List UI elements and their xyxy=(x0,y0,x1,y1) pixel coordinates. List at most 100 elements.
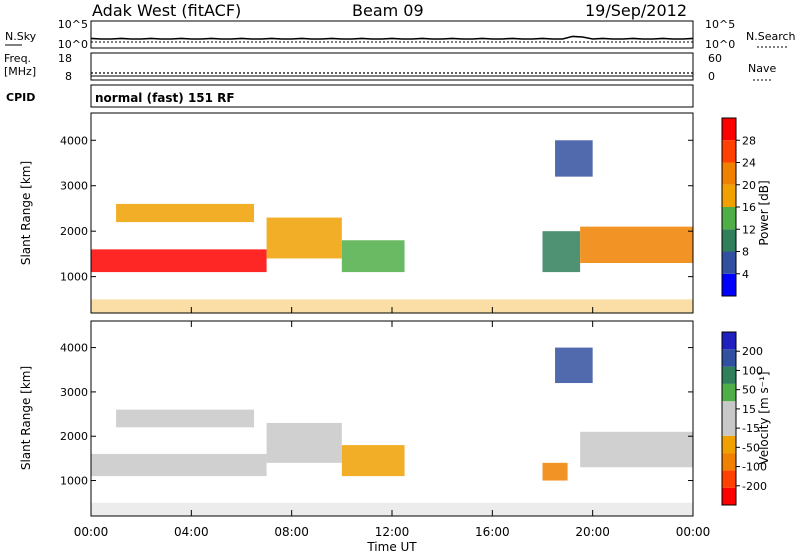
cpid-label: CPID xyxy=(6,91,35,104)
power-y-tick-label: 2000 xyxy=(60,225,88,238)
velocity-y-tick-label: 4000 xyxy=(60,342,88,355)
time-tick-label: 12:00 xyxy=(375,525,410,539)
velocity-y-axis: 1000 2000 3000 4000 xyxy=(60,342,693,488)
power-colorbar-swatch xyxy=(722,251,736,274)
velocity-echo-region xyxy=(116,409,255,428)
velocity-colorbar: -200 -100 -50 -15 15 50 100 200 xyxy=(721,331,767,506)
nave-tick-bottom: 0 xyxy=(708,70,715,83)
beam-title: Beam 09 xyxy=(352,1,424,20)
power-y-tick-label: 1000 xyxy=(60,271,88,284)
power-echo-region xyxy=(542,231,581,273)
velocity-y-tick-label: 2000 xyxy=(60,430,88,443)
power-colorbar-tick-label: 4 xyxy=(742,268,749,281)
freq-label-line2: [MHz] xyxy=(4,65,36,78)
velocity-echo-region xyxy=(555,347,593,384)
velocity-y-label: Slant Range [km] xyxy=(19,366,33,470)
power-echo-region xyxy=(580,226,693,263)
power-echo-region xyxy=(266,217,342,259)
noise-left-label: N.Sky xyxy=(5,30,37,43)
nave-tick-top: 60 xyxy=(708,52,722,65)
freq-tick-bottom: 8 xyxy=(65,70,72,83)
power-echo-region xyxy=(91,249,267,273)
power-colorbar: 4 8 12 16 20 24 28 xyxy=(721,117,756,297)
power-colorbar-tick-label: 20 xyxy=(742,179,756,192)
freq-tick-top: 18 xyxy=(58,52,72,65)
velocity-colorbar-swatch xyxy=(722,349,736,367)
velocity-colorbar-tick-label: -50 xyxy=(742,441,760,454)
power-colorbar-swatch xyxy=(722,273,736,296)
velocity-colorbar-tick-label: -15 xyxy=(742,422,760,435)
power-colorbar-tick-label: 8 xyxy=(742,246,749,259)
nave-label: Nave xyxy=(748,62,776,75)
date-title: 19/Sep/2012 xyxy=(585,1,687,20)
noise-sky-line xyxy=(90,35,694,40)
velocity-echo-region xyxy=(341,445,405,477)
power-echo-region xyxy=(341,240,405,273)
velocity-y-tick-label: 3000 xyxy=(60,386,88,399)
velocity-colorbar-tick-label: 50 xyxy=(742,384,756,397)
cpid-panel-frame xyxy=(90,84,694,108)
power-y-label: Slant Range [km] xyxy=(19,161,33,265)
velocity-colorbar-swatch xyxy=(722,332,736,350)
power-y-axis: 1000 2000 3000 4000 xyxy=(60,134,693,284)
velocity-colorbar-tick-label: 200 xyxy=(742,345,763,358)
velocity-panel: 1000 2000 3000 4000 Slant Range [km] xyxy=(19,320,694,517)
time-tick-label: 04:00 xyxy=(174,525,209,539)
power-colorbar-label: Power [dB] xyxy=(757,180,771,245)
power-colorbar-tick-label: 24 xyxy=(742,157,756,170)
frequency-panel-frame xyxy=(90,52,694,81)
power-colorbar-tick-label: 28 xyxy=(742,134,756,147)
velocity-colorbar-swatch xyxy=(722,366,736,384)
cpid-text: normal (fast) 151 RF xyxy=(95,91,235,105)
velocity-colorbar-swatch xyxy=(722,383,736,402)
power-echo-region xyxy=(116,203,255,223)
power-colorbar-swatch xyxy=(722,162,736,185)
time-tick-label: 20:00 xyxy=(575,525,610,539)
noise-panel-frame xyxy=(90,20,694,49)
frequency-panel: Freq. [MHz] 18 8 60 0 Nave xyxy=(4,52,776,83)
power-y-tick-label: 4000 xyxy=(60,134,88,147)
velocity-colorbar-tick-label: 100 xyxy=(742,364,763,377)
time-axis: 00:00 04:00 08:00 12:00 16:00 20:00 00:00 xyxy=(74,307,710,539)
noise-right-tick-top: 10^5 xyxy=(705,18,735,31)
velocity-colorbar-swatch xyxy=(722,487,736,505)
noise-right-label: N.Search xyxy=(746,30,796,43)
power-colorbar-swatch xyxy=(722,229,736,252)
velocity-colorbar-swatch xyxy=(722,435,736,454)
power-colorbar-tick-label: 16 xyxy=(742,201,756,214)
power-colorbar-tick-label: 12 xyxy=(742,223,756,236)
velocity-colorbar-swatch xyxy=(722,470,736,488)
velocity-echo-region xyxy=(266,422,342,463)
time-tick-label: 16:00 xyxy=(475,525,510,539)
power-echo-region xyxy=(555,140,593,177)
velocity-colorbar-tick-label: -100 xyxy=(742,461,767,474)
time-axis-label: Time UT xyxy=(366,540,417,554)
velocity-near-range-band xyxy=(91,502,693,516)
noise-panel: N.Sky 10^5 10^0 10^5 10^0 N.Search xyxy=(5,18,796,51)
power-y-tick-label: 3000 xyxy=(60,180,88,193)
velocity-colorbar-swatch xyxy=(722,453,736,471)
velocity-echo-region xyxy=(580,431,693,468)
cpid-panel: CPID normal (fast) 151 RF xyxy=(6,84,694,108)
noise-right-tick-bottom: 10^0 xyxy=(705,38,735,51)
power-colorbar-swatch xyxy=(722,184,736,207)
noise-left-tick-top: 10^5 xyxy=(58,18,88,31)
velocity-colorbar-tick-label: 15 xyxy=(742,403,756,416)
velocity-echo-layer xyxy=(91,347,693,516)
velocity-colorbar-label: Velocity [m s⁻¹] xyxy=(757,371,771,464)
power-near-range-band xyxy=(91,299,693,313)
velocity-colorbar-swatch xyxy=(722,401,736,419)
power-colorbar-swatch xyxy=(722,118,736,141)
freq-label-line1: Freq. xyxy=(4,52,31,65)
velocity-echo-region xyxy=(91,453,267,477)
power-panel: 1000 2000 3000 4000 Slant Range [km] xyxy=(19,112,694,314)
velocity-y-tick-label: 1000 xyxy=(60,475,88,488)
velocity-colorbar-frame xyxy=(721,331,737,506)
station-title: Adak West (fitACF) xyxy=(92,1,241,20)
power-colorbar-swatch xyxy=(722,207,736,230)
velocity-colorbar-tick-label: -200 xyxy=(742,480,767,493)
power-echo-layer xyxy=(91,140,693,313)
velocity-colorbar-swatch xyxy=(722,418,736,436)
